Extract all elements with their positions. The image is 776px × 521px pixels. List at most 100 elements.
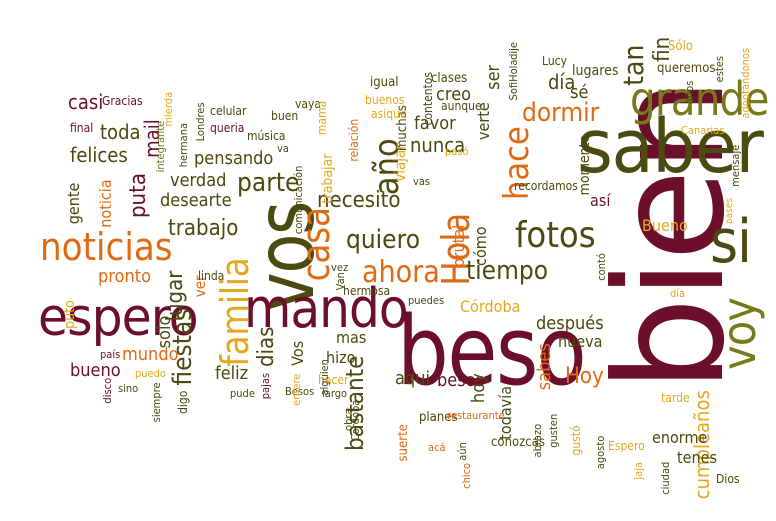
word-asi-63: así: [590, 191, 611, 210]
word-hermosa-142: hermosa: [343, 284, 391, 298]
word-felices-34: felices: [70, 143, 128, 167]
word-disco-137: disco: [101, 377, 114, 404]
word-dias-23: dias: [254, 326, 279, 368]
word-se-47: sé: [570, 82, 589, 103]
word-gracias-81: Gracias: [102, 94, 143, 108]
word-pensando-37: pensando: [194, 148, 274, 169]
word-pude-130: pude: [230, 387, 255, 400]
word-hoy-30: Hoy: [565, 364, 604, 389]
word-adoptandonos-101: adoptándonos: [739, 47, 752, 119]
word-musica-89: música: [247, 129, 286, 143]
word-tan-25: tan: [617, 44, 650, 86]
word-necesito-24: necesito: [317, 188, 401, 213]
word-van-143: Van: [334, 272, 347, 291]
word-gente-68: gente: [64, 182, 83, 225]
word-pais-138: país: [100, 348, 121, 361]
word-aunque-78: aunque: [441, 99, 482, 113]
word-conozcas-117: conozcas: [491, 435, 546, 450]
word-digo-133: digo: [176, 390, 190, 414]
word-beso-1: beso: [397, 297, 587, 407]
word-vos-67: Vos: [288, 340, 307, 366]
word-espero-5: espero: [38, 288, 199, 348]
word-mierda-99: mierda: [162, 91, 175, 127]
word-verdad-38: verdad: [170, 170, 227, 191]
word-pajas-131: pajas: [259, 372, 272, 400]
word-estes-100: estes: [713, 55, 726, 83]
word-vas-146: vas: [413, 175, 431, 188]
word-trabajar-94: trabajar: [320, 153, 336, 204]
word-bueno-60: Bueno: [642, 216, 688, 235]
word-viajar-80: viajar: [391, 144, 409, 182]
word-paso-145: pasó: [445, 145, 469, 158]
word-besos-53: besos: [437, 370, 485, 391]
word-favor-46: favor: [414, 113, 456, 134]
word-puto-70: puto: [62, 300, 78, 329]
word-mando-4: mando: [244, 277, 409, 340]
word-desearte-39: desearte: [160, 190, 232, 211]
word-clases-76: clases: [431, 71, 468, 86]
word-gusto-114: gustó: [569, 425, 583, 456]
word-puedes-144: puedes: [408, 294, 445, 307]
word-ahora-13: ahora: [362, 255, 440, 290]
word-dormir-19: dormir: [522, 98, 600, 128]
word-grande-6: grande: [630, 72, 769, 126]
word-si-8: si: [710, 207, 752, 277]
word-celular-83: celular: [210, 104, 247, 118]
word-noticia-69: noticia: [96, 179, 115, 228]
word-sofihola-148: SofiHola: [507, 59, 520, 101]
word-toda-35: toda: [100, 120, 141, 144]
word-final-82: final: [70, 121, 94, 135]
word-dia-107: día: [670, 287, 686, 300]
word-despues-50: después: [536, 313, 604, 334]
word-hacer-127: hacer: [318, 373, 349, 387]
word-asique-87: asique: [371, 107, 407, 121]
word-mensaje-104: mensaje: [729, 144, 742, 187]
word-queria-90: queria: [210, 121, 245, 135]
word-cordoba-52: Córdoba: [460, 297, 521, 316]
word-espero-113: Espero: [608, 439, 645, 453]
word-quiero-20: quiero: [346, 225, 421, 255]
word-puedo-135: puedo: [135, 367, 166, 380]
word-noticias-7: noticias: [40, 225, 173, 269]
word-bueno-42: bueno: [70, 360, 121, 381]
word-recordamos-147: recordamos: [514, 179, 578, 193]
word-feliz-44: feliz: [215, 363, 249, 384]
word-planes-121: planes: [419, 410, 458, 425]
word-buen-91: buen: [271, 109, 299, 123]
word-gusten-115: gusten: [547, 413, 560, 448]
word-lugares-72: lugares: [572, 63, 619, 79]
word-besos-129: Besos: [285, 385, 315, 398]
word-canarias-103: Canarias: [681, 124, 725, 137]
word-dios-109: Dios: [716, 472, 740, 486]
word-parte-17: parte: [237, 168, 300, 198]
word-dije-149: dije: [507, 41, 520, 60]
word-agosto-112: agosto: [594, 435, 607, 470]
word-trabajo-27: trabajo: [168, 216, 239, 241]
word-hermana-96: hermana: [177, 122, 190, 168]
word-mama-93: mamá: [315, 100, 329, 136]
word-conto-106: contó: [595, 253, 608, 281]
word-sino-136: sino: [118, 382, 139, 395]
word-tenes-59: tenes: [677, 448, 717, 467]
word-obra-126: obra: [342, 408, 355, 431]
word-restaurante-122: restaurante: [447, 409, 505, 422]
word-entere-132: entere: [290, 373, 303, 406]
word-contentos-79: contentos: [421, 71, 435, 126]
word-lugar-28: lugar: [163, 270, 188, 322]
word-saber-2: saber: [577, 104, 764, 190]
word-aqui-54: aqui: [395, 368, 430, 389]
word-momento-64: momento: [577, 134, 593, 196]
word-largo-125: largo: [322, 387, 348, 400]
word-buenos-86: buenos: [365, 93, 405, 107]
word-hizo-65: hizo: [326, 348, 356, 367]
word-aun-118: aún: [456, 442, 469, 461]
word-vez-141: vez: [331, 261, 349, 274]
word-fotos-14: fotos: [515, 215, 596, 256]
word-lucy-75: Lucy: [542, 54, 568, 68]
word-siempre-134: siempre: [150, 382, 163, 423]
word-suerte-123: suerte: [396, 424, 411, 462]
word-pases-105: pases: [724, 197, 735, 225]
word-puta-32: puta: [126, 173, 151, 219]
word-comunicacion-95: comunicación: [292, 165, 305, 235]
